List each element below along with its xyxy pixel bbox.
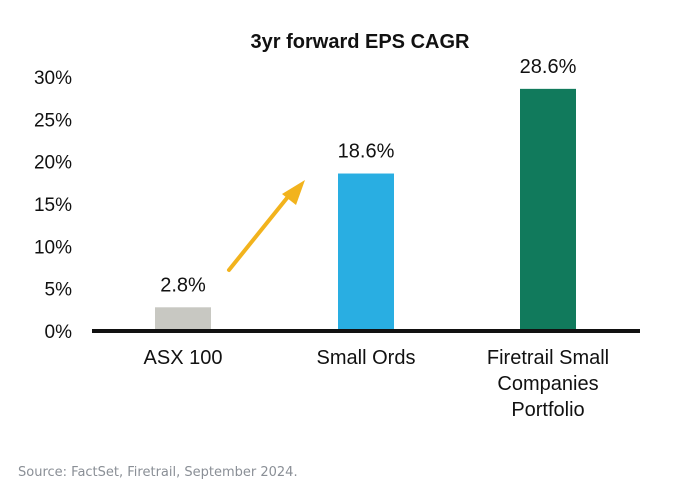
x-tick-label: Portfolio	[511, 399, 584, 421]
x-tick-label: Firetrail Small	[487, 347, 609, 369]
y-tick-label: 5%	[45, 280, 73, 301]
data-labels: 2.8% 18.6% 28.6%	[160, 56, 576, 296]
bars	[155, 88, 576, 331]
y-tick-label: 20%	[34, 153, 72, 174]
chart-title: 3yr forward EPS CAGR	[251, 31, 471, 53]
y-tick-label: 10%	[34, 237, 72, 258]
bar	[155, 307, 211, 331]
x-tick-label: ASX 100	[144, 347, 223, 369]
x-axis-labels: ASX 100 Small Ords Firetrail Small Companie…	[144, 347, 610, 421]
y-tick-label: 15%	[34, 195, 72, 216]
growth-arrow	[227, 180, 305, 272]
y-tick-label: 25%	[34, 110, 72, 131]
y-tick-label: 30%	[34, 68, 72, 89]
source-note: Source: FactSet, Firetrail, September 20…	[18, 465, 298, 480]
y-tick-label: 0%	[45, 322, 73, 343]
x-tick-label: Small Ords	[317, 347, 416, 369]
data-label: 2.8%	[160, 274, 206, 296]
bar	[338, 173, 394, 331]
data-label: 28.6%	[520, 56, 577, 78]
data-label: 18.6%	[338, 141, 395, 163]
y-axis-ticks: 0% 5% 10% 15% 20% 25% 30%	[34, 68, 72, 343]
arrow-head	[282, 180, 305, 205]
arrow-shaft	[227, 191, 293, 272]
bar	[520, 88, 576, 331]
x-tick-label: Companies	[497, 373, 598, 395]
